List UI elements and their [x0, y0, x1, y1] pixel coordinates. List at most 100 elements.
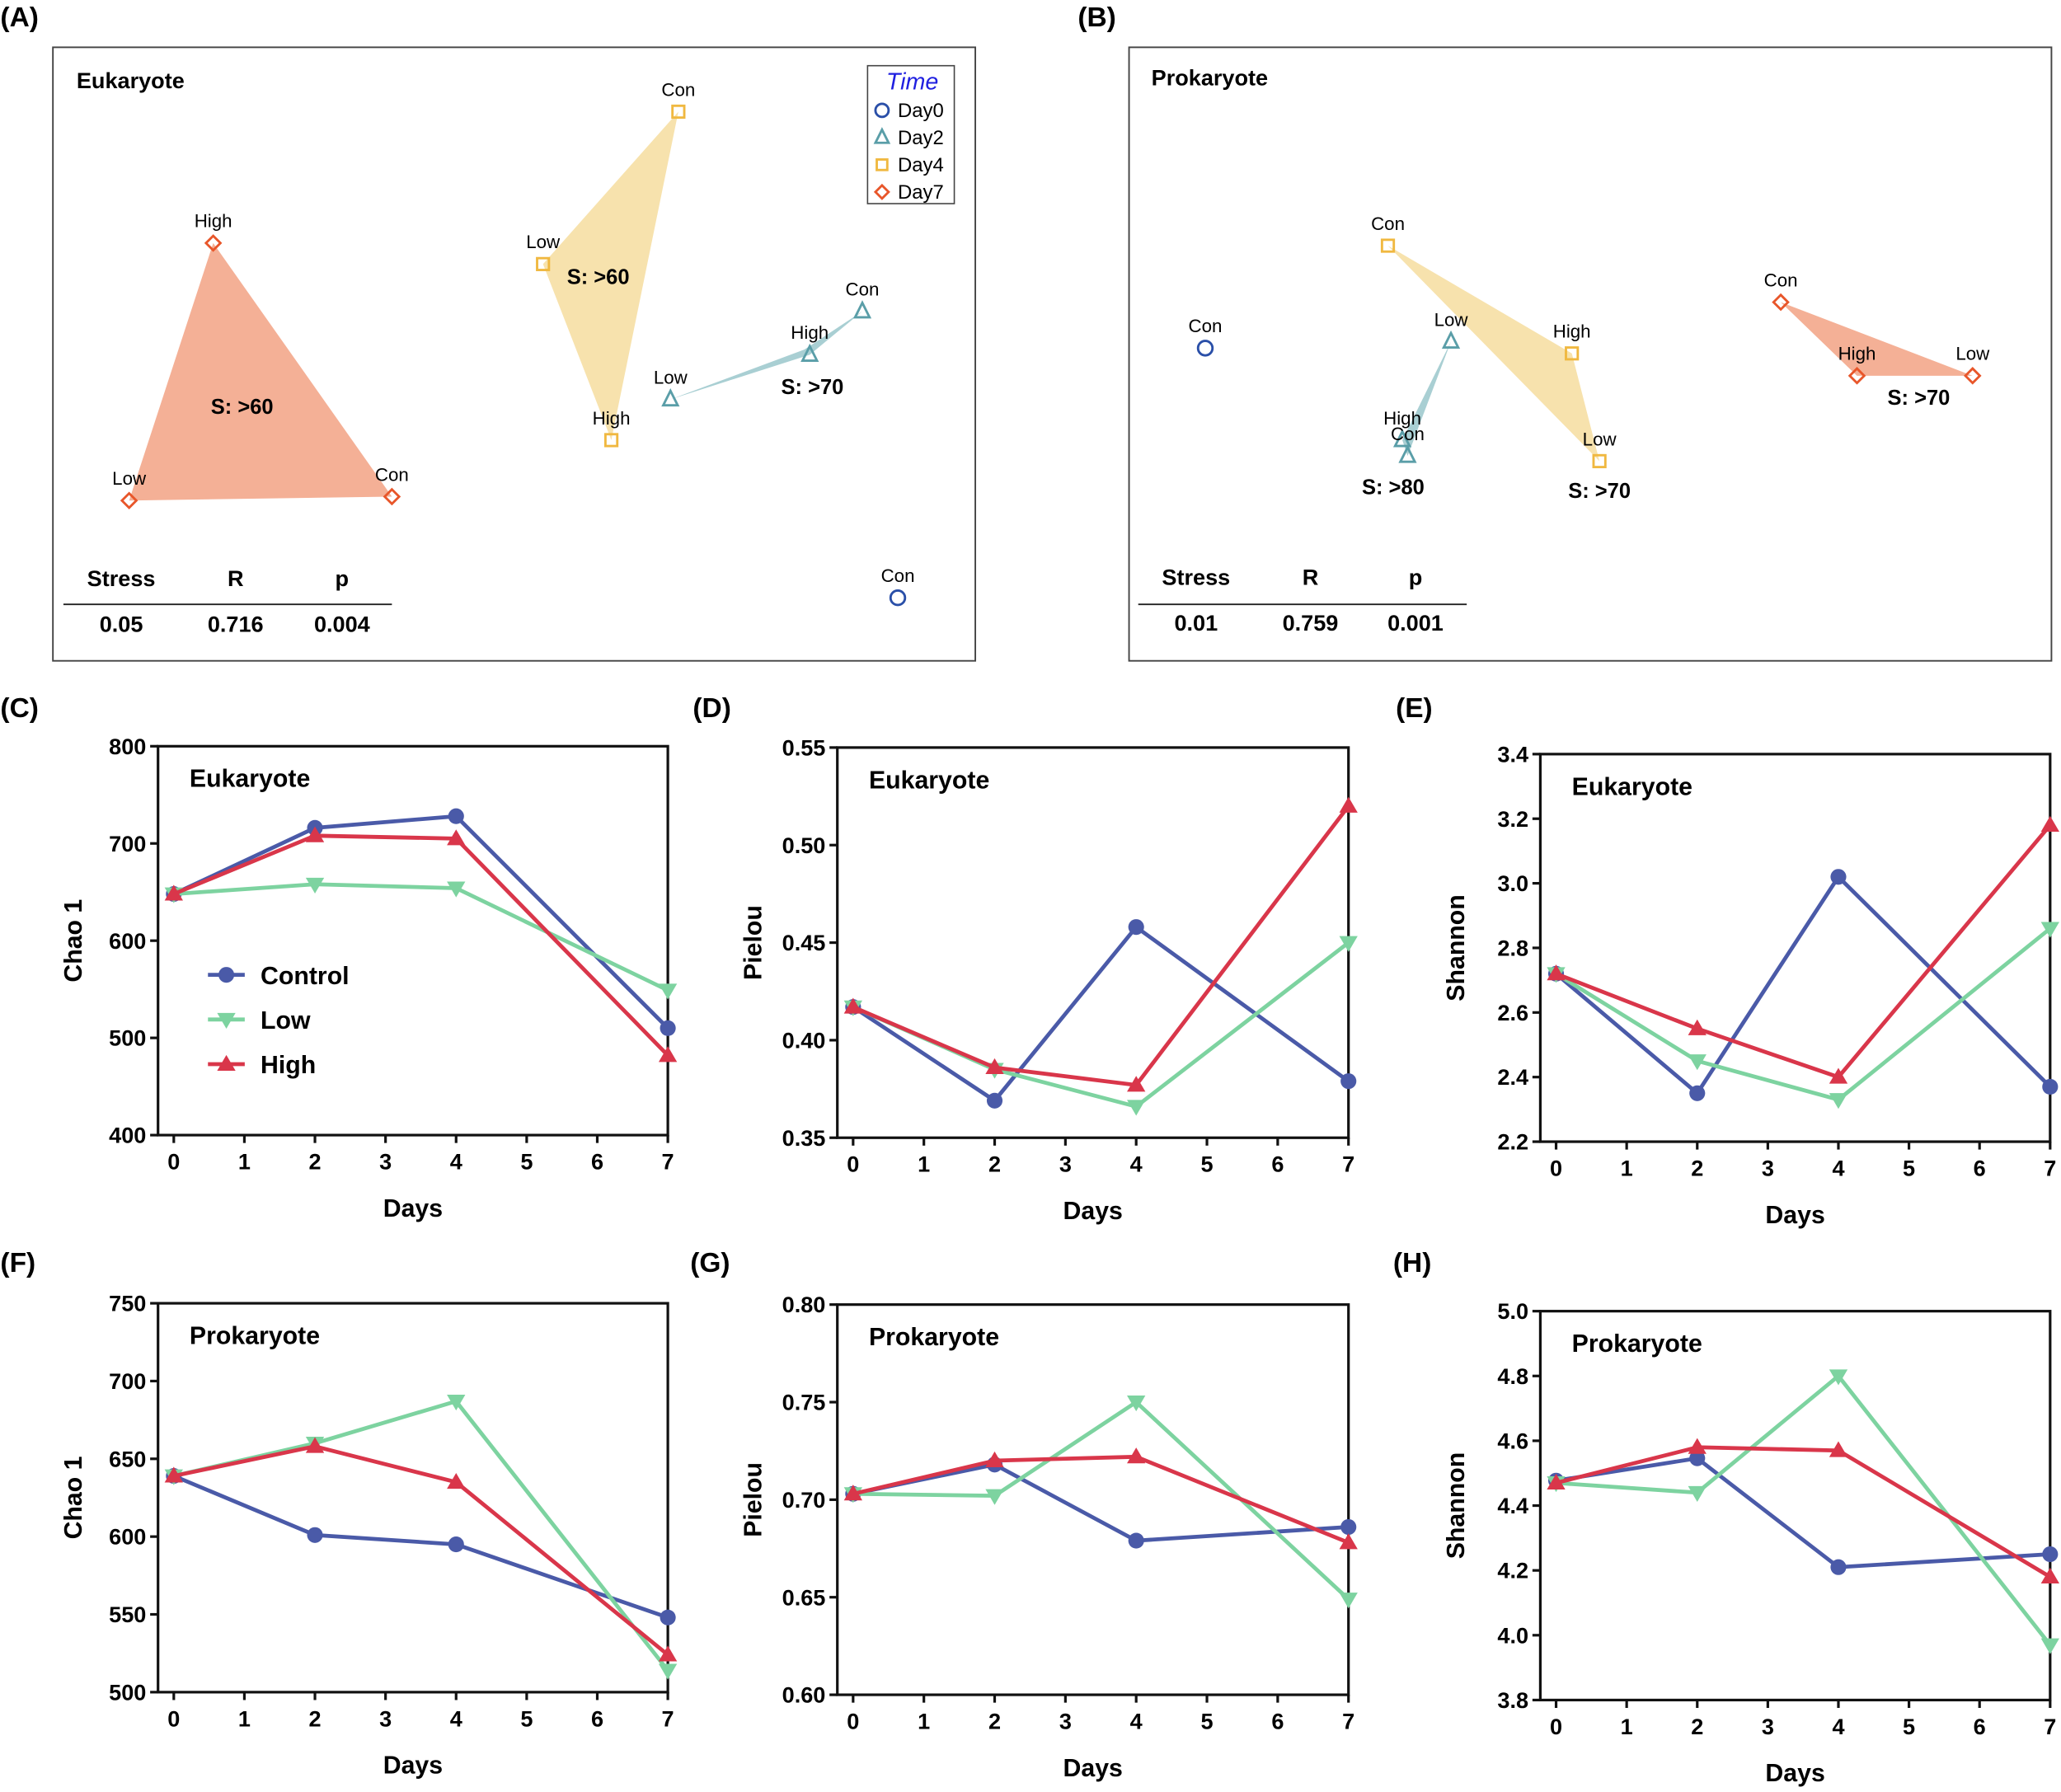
y-tick-label: 2.4 [1497, 1064, 1528, 1090]
x-tick-label: 7 [2044, 1714, 2056, 1739]
nmds-point: Low [654, 367, 688, 407]
y-tick-label: 2.8 [1497, 936, 1528, 961]
x-tick-label: 6 [1271, 1152, 1284, 1177]
y-axis-label: Shannon [1443, 894, 1470, 1001]
point-label: Con [846, 279, 880, 300]
diamond-marker-icon [1847, 367, 1866, 385]
stats-table: Stress R p 0.05 0.716 0.004 [63, 565, 392, 637]
data-point-control [1689, 1450, 1706, 1466]
series-line-low [852, 1399, 1350, 1601]
data-point-high [1829, 1441, 1848, 1457]
point-label: High [1383, 408, 1421, 429]
square-marker-icon [1565, 346, 1580, 361]
y-tick-label: 500 [109, 1025, 146, 1051]
x-tick-label: 7 [2044, 1155, 2056, 1180]
square-marker-icon [1380, 238, 1396, 253]
y-tick-label: 3.0 [1497, 870, 1528, 896]
data-point-high [658, 1046, 678, 1063]
nmds-point: Con [881, 565, 914, 607]
similarity-label: S: >80 [1362, 476, 1425, 499]
stats-value: 0.05 [100, 612, 143, 637]
x-tick-label: 3 [1762, 1155, 1774, 1180]
y-tick-label: 5.0 [1497, 1298, 1528, 1324]
y-tick-label: 2.2 [1497, 1129, 1528, 1155]
y-tick-label: 650 [109, 1446, 146, 1471]
legend-item: Day7 [873, 181, 944, 204]
series-line-high [852, 1454, 1350, 1545]
data-point-low [985, 1489, 1004, 1505]
x-tick-label: 3 [1059, 1152, 1072, 1177]
x-tick-label: 1 [918, 1708, 930, 1733]
x-tick-label: 2 [988, 1152, 1001, 1177]
nmds-point: Con [1189, 316, 1222, 357]
data-point-control [307, 1527, 323, 1543]
y-tick-label: 600 [109, 1524, 146, 1550]
legend-item-control: Control [208, 963, 350, 990]
data-point-low [658, 1663, 678, 1680]
y-tick-label: 750 [109, 1291, 146, 1316]
legend-item: Day2 [873, 127, 944, 149]
data-point-high [1127, 1447, 1146, 1464]
triangle-marker-icon [852, 300, 872, 319]
legend-label: Low [261, 1007, 311, 1034]
y-axis-label: Chao 1 [60, 1457, 87, 1540]
x-tick-label: 4 [450, 1705, 462, 1731]
series-line-high [172, 833, 669, 1058]
stats-value: 0.001 [1387, 610, 1444, 636]
chart-title: Prokaryote [1572, 1330, 1702, 1358]
nmds-point: Con [846, 279, 880, 319]
line-chart-4: 0 1 2 3 4 5 6 7 0.60 0.65 0.70 0.75 0.80 Days Pielou Pr… [739, 1292, 1358, 1782]
data-point-control [1128, 1532, 1144, 1549]
triangle-marker-icon [1398, 444, 1417, 463]
data-point-low [1688, 1054, 1707, 1071]
plot-frame [836, 1303, 1350, 1696]
legend-label: Day7 [898, 181, 944, 204]
legend-title: Time [886, 68, 938, 95]
series-line-high [1555, 1445, 2052, 1579]
point-label: Con [661, 79, 695, 100]
nmds-point: Con [1764, 270, 1798, 312]
data-point-low [447, 1395, 466, 1411]
point-label: High [1553, 321, 1591, 342]
data-point-control [448, 1536, 464, 1553]
y-axis-label: Pielou [739, 905, 767, 980]
nmds-frame [52, 46, 977, 662]
x-tick-label: 3 [1059, 1708, 1072, 1733]
data-point-high [1339, 1533, 1358, 1550]
plot-frame [1538, 1310, 2052, 1702]
legend-marker-icon [217, 1054, 236, 1071]
nmds-point: High [791, 322, 829, 362]
nmds-point: Low [1434, 309, 1468, 349]
line-chart-2: 0 1 2 3 4 5 6 7 2.2 2.4 2.6 2.8 3.0 3.2 3.4 Days Shannon… [1443, 741, 2059, 1229]
x-tick-label: 2 [988, 1708, 1001, 1733]
x-tick-label: 4 [450, 1149, 462, 1175]
x-tick-label: 0 [1550, 1155, 1562, 1180]
y-tick-label: 700 [109, 831, 146, 856]
data-point-low [1127, 1396, 1146, 1412]
stats-value: 0.716 [208, 612, 264, 637]
square-marker-icon [671, 104, 686, 120]
similarity-label: S: >70 [782, 376, 844, 399]
panel-label-c: (C) [0, 693, 38, 724]
y-tick-label: 0.80 [782, 1292, 826, 1317]
stats-header: R [228, 565, 244, 591]
data-point-control [2042, 1078, 2059, 1095]
point-label: Low [526, 232, 561, 252]
y-tick-label: 600 [109, 928, 146, 954]
data-point-low [1127, 1100, 1146, 1116]
legend-item: Day4 [876, 154, 944, 176]
y-tick-label: 500 [109, 1679, 146, 1705]
chart-title: Eukaryote [869, 767, 989, 794]
y-tick-label: 4.0 [1497, 1622, 1528, 1648]
point-label: Con [375, 464, 409, 485]
legend-item-high: High [208, 1052, 316, 1079]
point-label: Low [1955, 344, 1990, 364]
x-tick-label: 2 [1691, 1155, 1703, 1180]
series-line-low [173, 882, 669, 992]
line-chart-1: 0 1 2 3 4 5 6 7 0.35 0.40 0.45 0.50 0.55 Days Pielou Eu… [739, 734, 1358, 1225]
point-label: Con [1391, 424, 1425, 444]
data-point-low [447, 881, 466, 898]
x-tick-label: 2 [309, 1705, 322, 1731]
y-tick-label: 4.8 [1497, 1363, 1528, 1389]
nmds-point: Low [1955, 344, 1990, 385]
